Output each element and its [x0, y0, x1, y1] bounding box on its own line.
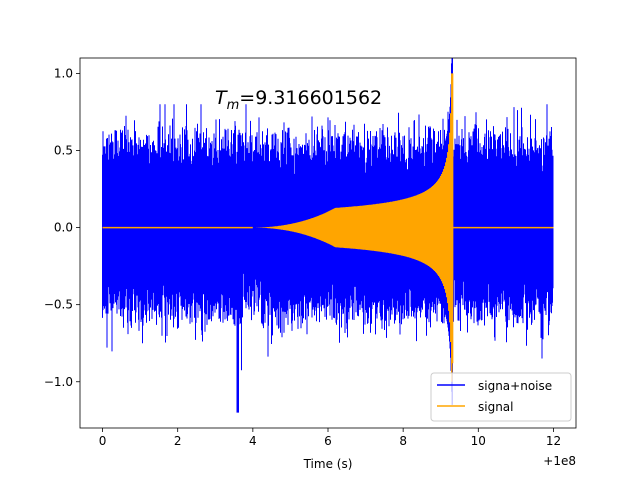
legend-box — [430, 372, 572, 422]
y-tick-label: −1.0 — [44, 375, 73, 389]
x-axis-label: Time (s) — [303, 457, 353, 471]
x-tick-label: 2 — [174, 434, 182, 448]
title-main: T — [215, 87, 228, 109]
plot-area — [102, 58, 554, 413]
legend-label-signa-noise: signa+noise — [478, 379, 552, 393]
y-tick-label: 0.5 — [54, 144, 73, 158]
title-rest: =9.316601562 — [239, 87, 382, 109]
x-offset-label: +1e8 — [543, 454, 576, 468]
series-signal-line — [102, 73, 554, 382]
y-tick-label: −0.5 — [44, 298, 73, 312]
x-tick-label: 4 — [249, 434, 257, 448]
x-tick-label: 10 — [471, 434, 486, 448]
x-tick-label: 0 — [99, 434, 107, 448]
legend-label-signal: signal — [478, 400, 514, 414]
title-subscript: m — [227, 98, 240, 113]
x-tick-label: 6 — [324, 434, 332, 448]
y-tick-label: 0.0 — [54, 221, 73, 235]
ticks: 0 2 4 6 8 10 12 −1.0 −0.5 0.0 0.5 1.0 — [44, 66, 561, 448]
x-tick-label: 12 — [546, 434, 561, 448]
chart-title: Tm=9.316601562 — [215, 87, 382, 113]
x-tick-label: 8 — [399, 434, 407, 448]
y-tick-label: 1.0 — [54, 66, 73, 80]
legend: signa+noise signal — [430, 372, 572, 422]
